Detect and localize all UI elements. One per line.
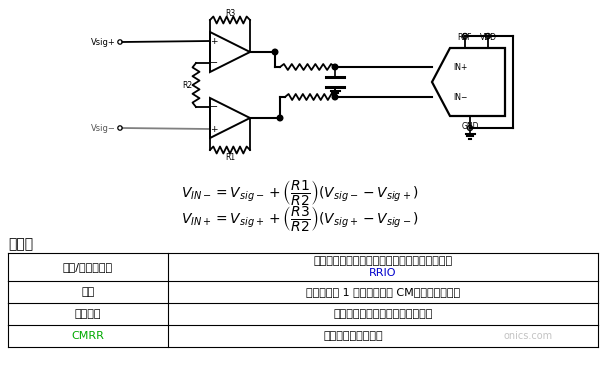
Text: R1: R1 <box>225 153 235 162</box>
Text: 共模抑制性能欠佳。: 共模抑制性能欠佳。 <box>323 331 383 341</box>
Text: $V_{IN-} = V_{sig-} + \left(\dfrac{R1}{R2}\right)\left(V_{sig-} - V_{sig+}\right: $V_{IN-} = V_{sig-} + \left(\dfrac{R1}{R… <box>181 178 419 206</box>
Text: 仅允许大于 1 的增益；固定 CM，无电平转换。: 仅允许大于 1 的增益；固定 CM，无电平转换。 <box>306 287 460 297</box>
Circle shape <box>272 49 278 55</box>
Text: RRIO: RRIO <box>369 268 397 278</box>
Text: 受放大器输入漏电流限制的高阻抗: 受放大器输入漏电流限制的高阻抗 <box>333 309 433 319</box>
Text: +: + <box>210 37 218 46</box>
Text: CMRR: CMRR <box>72 331 104 341</box>
Text: −: − <box>210 102 218 112</box>
Text: $V_{IN+} = V_{sig+} + \left(\dfrac{R3}{R2}\right)\left(V_{sig+} - V_{sig-}\right: $V_{IN+} = V_{sig+} + \left(\dfrac{R3}{R… <box>181 203 419 233</box>
Text: GND: GND <box>461 122 479 131</box>
Text: R3: R3 <box>225 9 235 18</box>
Text: −: − <box>210 58 218 68</box>
Text: VDD: VDD <box>479 33 496 42</box>
Text: +: + <box>210 125 218 134</box>
Text: IN−: IN− <box>453 92 467 101</box>
Circle shape <box>332 94 338 100</box>
Circle shape <box>332 64 338 70</box>
Text: 输入阻抗: 输入阻抗 <box>75 309 101 319</box>
Text: Vsig+: Vsig+ <box>91 37 116 46</box>
Text: R2: R2 <box>182 80 192 89</box>
Text: REF: REF <box>458 33 472 42</box>
Text: 利与弊: 利与弊 <box>8 237 33 251</box>
Text: Vsig−: Vsig− <box>91 123 116 132</box>
Text: IN+: IN+ <box>453 62 467 71</box>
Circle shape <box>277 115 283 121</box>
Text: 增益: 增益 <box>81 287 95 297</box>
Text: 对于依赖增益的单电源工作模式，可能需要提供: 对于依赖增益的单电源工作模式，可能需要提供 <box>314 257 453 266</box>
Text: onics.com: onics.com <box>504 331 552 341</box>
Text: 裕量/单电源供电: 裕量/单电源供电 <box>63 262 113 272</box>
